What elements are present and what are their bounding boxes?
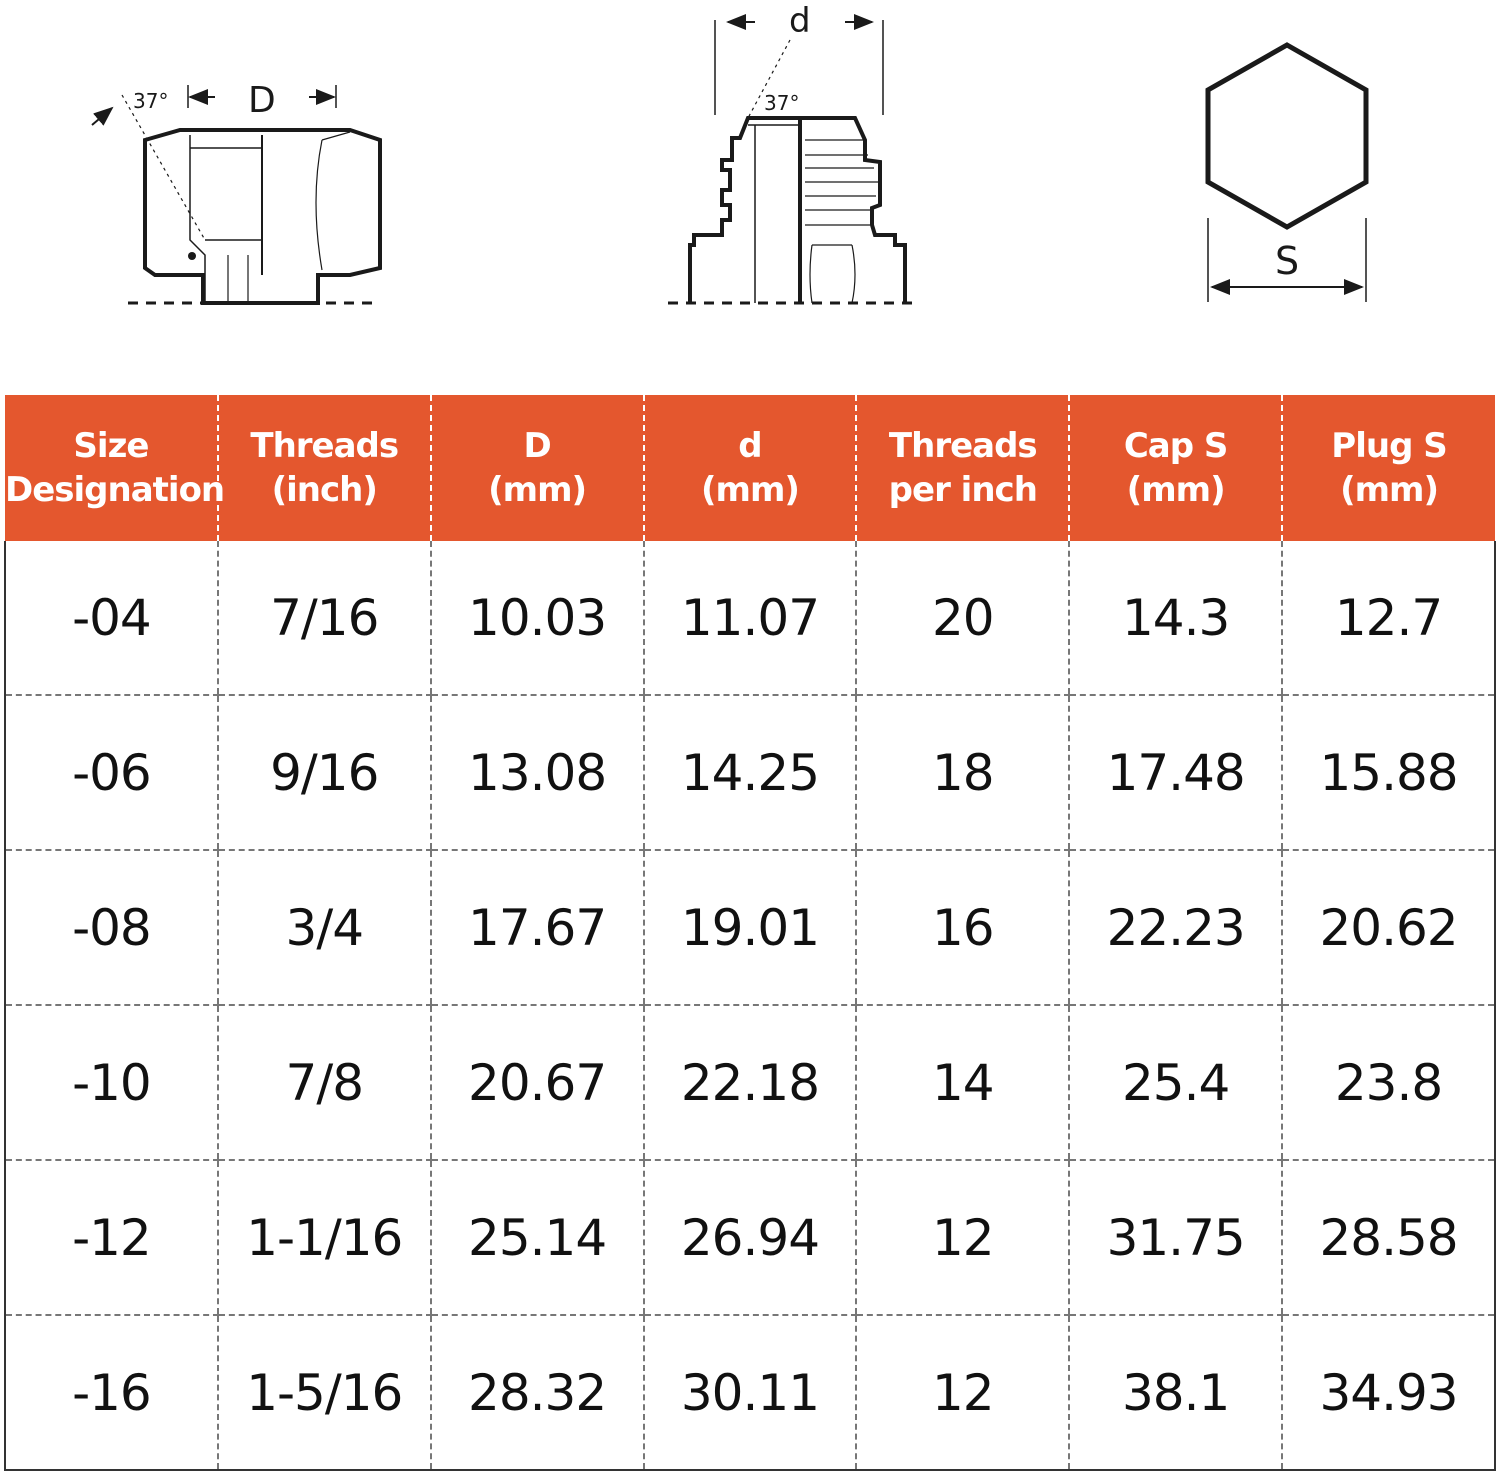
cell-d-upper: 28.32 <box>429 1315 644 1471</box>
cell-cap-s: 38.1 <box>1068 1315 1283 1471</box>
table-header: Size Designation Threads (inch) D (mm) d… <box>5 395 1495 541</box>
cell-threads-per-inch: 14 <box>855 1005 1070 1161</box>
table-row: -16 1-5/16 28.32 30.11 12 38.1 34.93 <box>4 1315 1496 1471</box>
header-threads-inch: Threads (inch) <box>216 395 431 541</box>
plug-diagram <box>668 14 915 305</box>
header-d-lower-mm: d (mm) <box>642 395 857 541</box>
cell-plug-s: 12.7 <box>1281 541 1496 696</box>
cell-threads-inch: 9/16 <box>216 695 431 851</box>
header-cap-s-mm: Cap S (mm) <box>1068 395 1283 541</box>
header-size-designation: Size Designation <box>5 395 225 541</box>
cell-size: -04 <box>4 541 218 696</box>
cell-d-upper: 10.03 <box>429 541 644 696</box>
cell-plug-s: 15.88 <box>1281 695 1496 851</box>
cell-threads-inch: 1-5/16 <box>216 1315 431 1471</box>
cell-cap-s: 22.23 <box>1068 850 1283 1006</box>
header-plug-s-mm: Plug S (mm) <box>1281 395 1495 541</box>
cell-d-lower: 14.25 <box>642 695 857 851</box>
cell-size: -08 <box>4 850 218 1006</box>
cell-d-upper: 13.08 <box>429 695 644 851</box>
hex-dimension-label: S <box>1275 239 1299 283</box>
table-body: -04 7/16 10.03 11.07 20 14.3 12.7 -06 9/… <box>4 541 1496 1471</box>
cell-threads-per-inch: 12 <box>855 1315 1070 1471</box>
cell-threads-per-inch: 20 <box>855 541 1070 696</box>
cell-size: -12 <box>4 1160 218 1316</box>
cell-threads-per-inch: 12 <box>855 1160 1070 1316</box>
fitting-diagrams: 37° D <box>91 1 1369 305</box>
cap-dimension-label: D <box>248 80 276 121</box>
table-row: -06 9/16 13.08 14.25 18 17.48 15.88 <box>4 695 1496 851</box>
cell-plug-s: 28.58 <box>1281 1160 1496 1316</box>
table-row: -12 1-1/16 25.14 26.94 12 31.75 28.58 <box>4 1160 1496 1316</box>
cell-threads-inch: 3/4 <box>216 850 431 1006</box>
cell-cap-s: 17.48 <box>1068 695 1283 851</box>
cell-plug-s: 23.8 <box>1281 1005 1496 1161</box>
cell-plug-s: 34.93 <box>1281 1315 1496 1471</box>
cell-d-lower: 26.94 <box>642 1160 857 1316</box>
hex-diagram <box>1205 42 1369 302</box>
cell-cap-s: 25.4 <box>1068 1005 1283 1161</box>
cell-d-lower: 22.18 <box>642 1005 857 1161</box>
header-threads-per-inch: Threads per inch <box>855 395 1070 541</box>
plug-dimension-label: d <box>789 1 811 41</box>
cell-d-lower: 11.07 <box>642 541 857 696</box>
table-row: -10 7/8 20.67 22.18 14 25.4 23.8 <box>4 1005 1496 1161</box>
cell-d-upper: 20.67 <box>429 1005 644 1161</box>
cell-cap-s: 14.3 <box>1068 541 1283 696</box>
cell-d-upper: 25.14 <box>429 1160 644 1316</box>
table-row: -08 3/4 17.67 19.01 16 22.23 20.62 <box>4 850 1496 1006</box>
cell-size: -06 <box>4 695 218 851</box>
table-row: -04 7/16 10.03 11.07 20 14.3 12.7 <box>4 541 1496 696</box>
cell-threads-per-inch: 16 <box>855 850 1070 1006</box>
cell-threads-inch: 1-1/16 <box>216 1160 431 1316</box>
header-row: Size Designation Threads (inch) D (mm) d… <box>5 395 1495 541</box>
cell-size: -10 <box>4 1005 218 1161</box>
cell-threads-per-inch: 18 <box>855 695 1070 851</box>
diagram-strip: 37° D <box>0 0 1500 330</box>
cell-d-lower: 30.11 <box>642 1315 857 1471</box>
header-d-upper-mm: D (mm) <box>429 395 644 541</box>
plug-angle-label: 37° <box>764 91 799 115</box>
cell-d-lower: 19.01 <box>642 850 857 1006</box>
cell-threads-inch: 7/8 <box>216 1005 431 1161</box>
cell-d-upper: 17.67 <box>429 850 644 1006</box>
cap-diagram <box>91 85 382 305</box>
cap-angle-label: 37° <box>133 89 168 113</box>
cell-cap-s: 31.75 <box>1068 1160 1283 1316</box>
cell-size: -16 <box>4 1315 218 1471</box>
dimension-table: Size Designation Threads (inch) D (mm) d… <box>4 395 1496 1471</box>
cell-plug-s: 20.62 <box>1281 850 1496 1006</box>
cell-threads-inch: 7/16 <box>216 541 431 696</box>
